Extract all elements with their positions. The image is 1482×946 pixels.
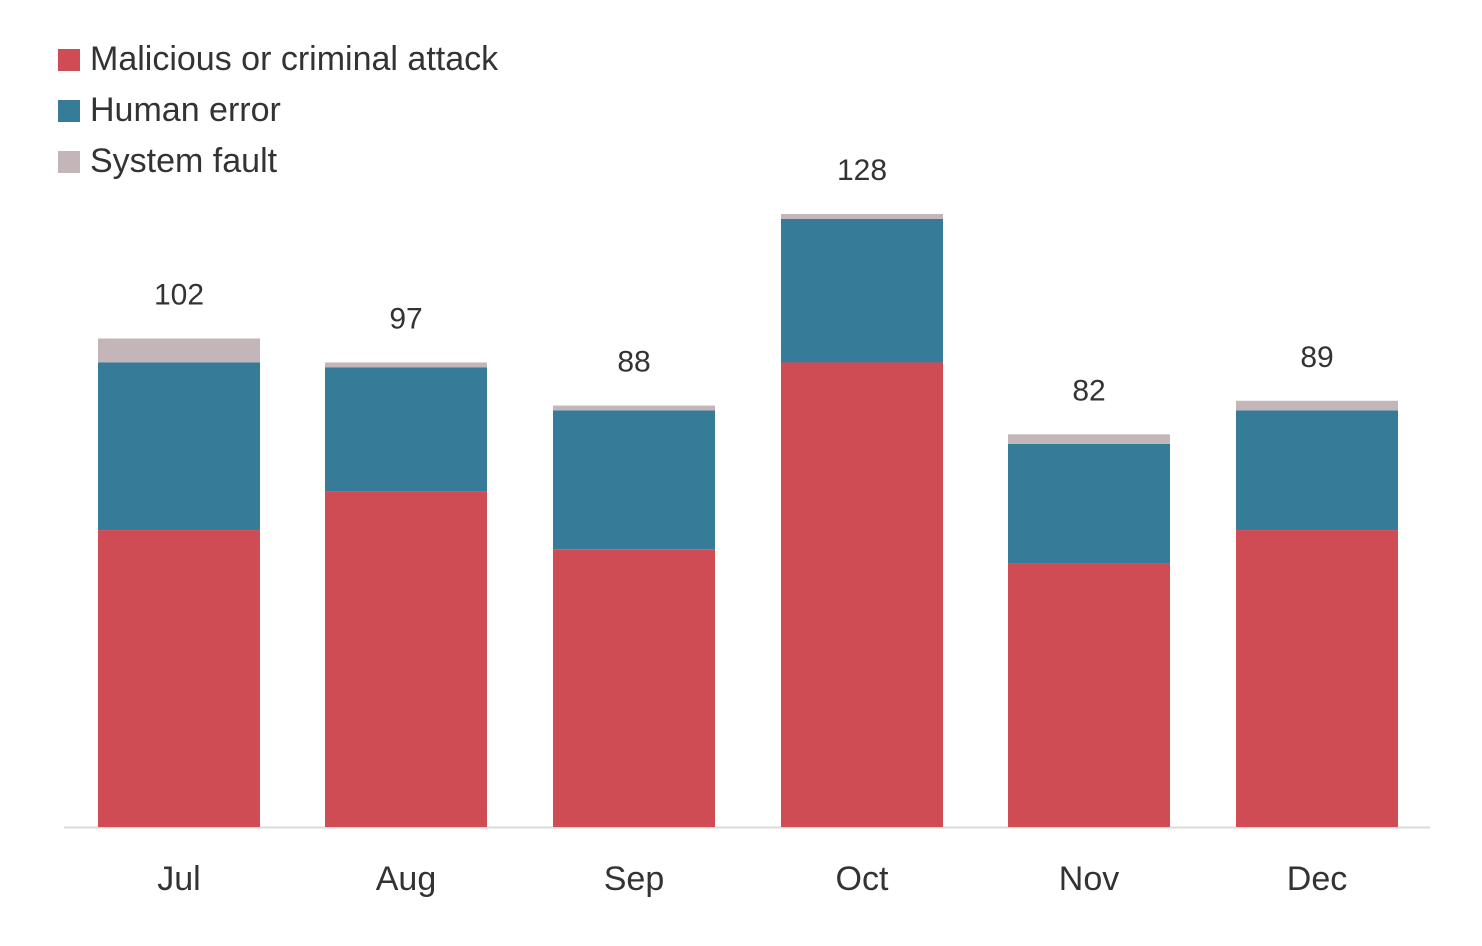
legend-item-human-error: Human error	[58, 85, 498, 136]
bar-dec-system-fault	[1236, 400, 1398, 411]
bar-sep-malicious-or-criminal-attack	[553, 549, 715, 827]
total-label-aug: 97	[389, 302, 422, 335]
total-label-jul: 102	[154, 279, 204, 312]
bar-sep-system-fault	[553, 405, 715, 411]
legend-swatch-system-fault	[58, 150, 80, 173]
bar-jul-system-fault	[98, 338, 260, 363]
x-tick-label-nov: Nov	[1059, 860, 1119, 898]
bar-jul-human-error	[98, 362, 260, 531]
bar-nov-human-error	[1008, 443, 1170, 564]
x-tick-label-oct: Oct	[836, 860, 889, 898]
legend-item-system-fault: System fault	[58, 136, 498, 187]
bar-dec-human-error	[1236, 410, 1398, 531]
bar-oct-human-error	[781, 218, 943, 363]
x-tick-label-sep: Sep	[604, 860, 665, 898]
total-label-sep: 88	[617, 346, 650, 379]
bar-aug-human-error	[325, 367, 487, 492]
legend-swatch-human-error	[58, 99, 80, 122]
bar-aug-malicious-or-criminal-attack	[325, 491, 487, 827]
chart-legend: Malicious or criminal attack Human error…	[58, 34, 498, 187]
legend-label-human-error: Human error	[90, 91, 281, 129]
bar-oct-malicious-or-criminal-attack	[781, 362, 943, 827]
legend-swatch-malicious	[58, 48, 80, 71]
bar-aug-system-fault	[325, 362, 487, 368]
legend-item-malicious: Malicious or criminal attack	[58, 34, 498, 85]
x-tick-label-dec: Dec	[1287, 860, 1347, 898]
legend-label-malicious: Malicious or criminal attack	[90, 40, 499, 78]
bar-sep-human-error	[553, 410, 715, 550]
bar-oct-system-fault	[781, 214, 943, 219]
total-label-oct: 128	[837, 154, 887, 187]
x-tick-label-jul: Jul	[157, 860, 200, 898]
x-tick-label-aug: Aug	[376, 860, 437, 898]
total-label-dec: 89	[1300, 341, 1333, 374]
bar-dec-malicious-or-criminal-attack	[1236, 530, 1398, 827]
bar-jul-malicious-or-criminal-attack	[98, 530, 260, 827]
bar-nov-malicious-or-criminal-attack	[1008, 563, 1170, 827]
bar-nov-system-fault	[1008, 434, 1170, 444]
legend-label-system-fault: System fault	[90, 142, 278, 180]
total-label-nov: 82	[1072, 374, 1105, 407]
